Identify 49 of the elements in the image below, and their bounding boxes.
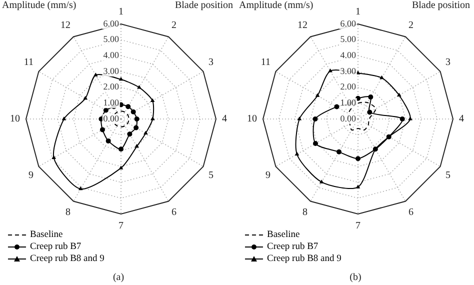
y-tick-label: 3.00 <box>340 66 356 76</box>
y-tick-label: 4.00 <box>103 50 120 60</box>
legend-label: Baseline <box>267 230 300 240</box>
text: Amplitude (mm/s) <box>2 0 76 11</box>
spoke-label: 6 <box>172 207 176 218</box>
spoke-label: 2 <box>172 20 176 32</box>
legend-label: Creep rub B8 and 9 <box>30 254 104 264</box>
spoke-label: 11 <box>260 57 271 68</box>
spoke-label: 11 <box>24 57 34 68</box>
spoke-label: 6 <box>408 207 414 218</box>
spoke-label: 10 <box>10 114 20 125</box>
spoke-label: 1 <box>118 6 124 18</box>
spoke-label: 12 <box>298 20 308 32</box>
y-tick-label: 5.00 <box>340 34 356 44</box>
y-tick-label: 0.00 <box>103 113 120 124</box>
text: (b) <box>348 272 362 283</box>
text: Amplitude (mm/s) <box>239 0 314 11</box>
spoke-label: 12 <box>60 20 70 32</box>
y-tick-label: 1.00 <box>340 98 356 108</box>
text: Blade position <box>174 0 233 11</box>
spoke-label: 8 <box>302 207 308 218</box>
legend-label: Creep rub B8 and 9 <box>267 254 342 264</box>
spoke-label: 1 <box>356 6 360 18</box>
spoke-label: 3 <box>208 57 214 68</box>
y-tick-label: 2.00 <box>103 82 120 92</box>
spoke-label: 4 <box>459 114 464 125</box>
text: (a) <box>112 272 126 283</box>
y-tick-label: 1.00 <box>103 98 120 108</box>
spoke-label: 8 <box>66 207 70 218</box>
spoke-label: 5 <box>208 170 214 182</box>
text: Blade position <box>412 0 470 11</box>
y-tick-label: 6.00 <box>340 18 356 28</box>
spoke-label: 7 <box>356 220 360 232</box>
spoke-label: 9 <box>266 170 271 182</box>
y-tick-label: 5.00 <box>103 34 120 44</box>
spoke-label: 3 <box>445 57 450 68</box>
legend-label: Creep rub B7 <box>30 242 82 252</box>
y-tick-label: 6.00 <box>103 18 120 28</box>
spoke-label: 2 <box>408 20 414 32</box>
legend-label: Creep rub B7 <box>267 242 318 252</box>
spoke-label: 5 <box>445 170 450 182</box>
spoke-label: 10 <box>247 114 257 125</box>
legend-label: Baseline <box>30 230 63 240</box>
spoke-label: 9 <box>28 170 34 182</box>
spoke-label: 7 <box>118 220 124 232</box>
y-tick-label: 3.00 <box>103 66 120 76</box>
y-tick-label: 4.00 <box>340 50 356 60</box>
spoke-label: 4 <box>222 114 227 125</box>
y-tick-label: 2.00 <box>340 82 356 92</box>
